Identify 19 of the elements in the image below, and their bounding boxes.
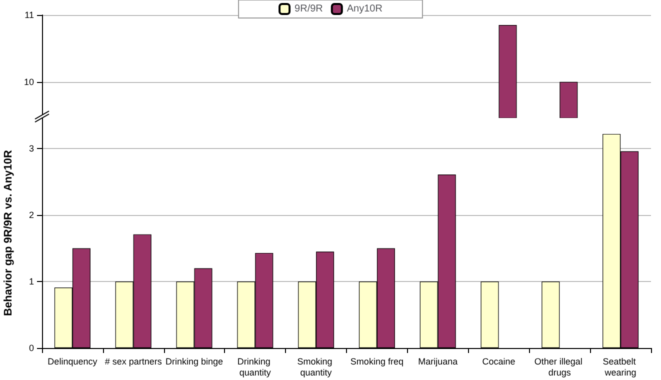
y-tick-label: 3 <box>28 143 34 154</box>
y-tick-label: 1 <box>28 276 34 286</box>
x-tick-label: Other illegal drugs <box>534 356 585 378</box>
y-tick-label: 10 <box>24 76 34 87</box>
y-tick-label: 0 <box>28 342 34 353</box>
y-tick-label: 2 <box>28 210 34 220</box>
x-tick-label: Cocaine <box>482 356 516 366</box>
x-tick-label: # sex partners <box>104 356 162 366</box>
legend-label: Any10R <box>346 4 382 14</box>
x-tick-label: Seatbelt wearing <box>602 356 638 378</box>
y-axis-title: Behavior gap 9R/9R vs. Any10R <box>2 150 14 316</box>
legend-label: 9R/9R <box>294 4 323 14</box>
x-tick-label: Delinquency <box>48 356 98 366</box>
x-tick-label: Drinking binge <box>165 356 224 366</box>
x-tick-label: Marijuana <box>418 356 458 366</box>
x-tick-label: Smoking quantity <box>297 356 335 378</box>
x-tick-label: Drinking quantity <box>237 356 273 378</box>
y-tick-label: 11 <box>24 10 34 20</box>
x-tick-label: Smoking freq <box>350 356 404 366</box>
